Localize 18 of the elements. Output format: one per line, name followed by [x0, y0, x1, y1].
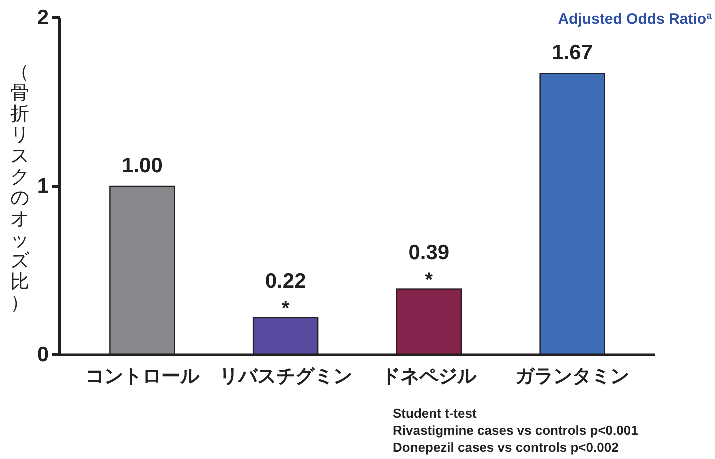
text: Student t-test — [393, 406, 478, 421]
x-tick-label: リバスチグミン — [219, 366, 352, 388]
annotation: * — [282, 298, 290, 320]
y-tick-label: 2 — [37, 6, 49, 30]
data-label: 1.67 — [552, 42, 593, 65]
x-tick-label: コントロール — [85, 366, 200, 388]
text: （骨折リスクのオッズ比） — [10, 62, 30, 314]
text: Rivastigmine cases vs controls p<0.001 — [393, 423, 638, 438]
x-tick-label: ガランタミン — [516, 366, 630, 388]
data-label: 0.22 — [265, 270, 306, 293]
x-tick-label: ドネペジル — [382, 366, 478, 388]
y-tick-label: 0 — [37, 344, 49, 367]
data-label: 0.39 — [408, 241, 450, 264]
annotation: * — [425, 269, 434, 292]
y-tick-label: 1 — [37, 175, 50, 198]
data-label: 1.00 — [122, 154, 163, 178]
text: Donepezil cases vs controls p<0.002 — [393, 440, 619, 455]
chart-title: Adjusted Odds Ratio$^{a}$ — [558, 10, 713, 28]
